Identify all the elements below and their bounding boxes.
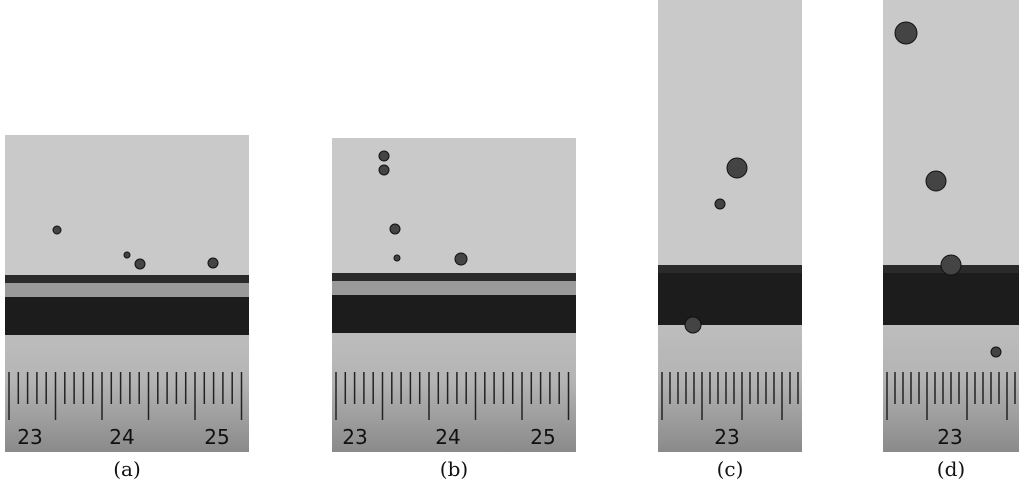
- droplet: [52, 225, 62, 235]
- liquid-band: [883, 287, 1019, 325]
- photo-sky: [332, 138, 576, 273]
- photo-panel: 23 24 25 (b): [332, 138, 576, 481]
- droplet: [207, 257, 219, 269]
- liquid-band: [5, 283, 249, 297]
- photo-sky: [658, 0, 802, 265]
- liquid-band: [883, 273, 1019, 287]
- droplet: [378, 164, 390, 176]
- scale-label: 24: [109, 425, 134, 449]
- scale-label: 23: [937, 425, 962, 449]
- panel-caption: (d): [937, 457, 965, 481]
- droplet: [389, 223, 401, 235]
- droplet: [894, 21, 918, 45]
- droplet: [393, 254, 401, 262]
- scale-label: 23: [17, 425, 42, 449]
- liquid-band: [658, 287, 802, 325]
- photo-panel: 23 24 25 (a): [5, 135, 249, 481]
- droplet: [726, 157, 748, 179]
- droplet: [123, 251, 131, 259]
- panel-caption: (a): [113, 457, 141, 481]
- photo-panel: 23 (c): [658, 0, 802, 481]
- scale-label: 23: [342, 425, 367, 449]
- photo-panel: 23 (d): [883, 0, 1019, 481]
- liquid-band: [332, 273, 576, 281]
- liquid-band: [332, 281, 576, 295]
- droplet: [454, 252, 468, 266]
- liquid-band: [658, 265, 802, 273]
- droplet: [378, 150, 390, 162]
- droplet: [990, 346, 1002, 358]
- scale-label: 25: [530, 425, 555, 449]
- scale-label: 24: [435, 425, 460, 449]
- scale-label: 23: [714, 425, 739, 449]
- droplet: [940, 254, 962, 276]
- droplet: [925, 170, 947, 192]
- panel-caption: (c): [717, 457, 744, 481]
- droplet: [714, 198, 726, 210]
- scale-label: 25: [204, 425, 229, 449]
- liquid-band: [658, 273, 802, 287]
- panel-caption: (b): [440, 457, 468, 481]
- liquid-band: [5, 275, 249, 283]
- droplet: [134, 258, 146, 270]
- liquid-band: [332, 295, 576, 333]
- droplet: [684, 316, 702, 334]
- liquid-band: [5, 297, 249, 335]
